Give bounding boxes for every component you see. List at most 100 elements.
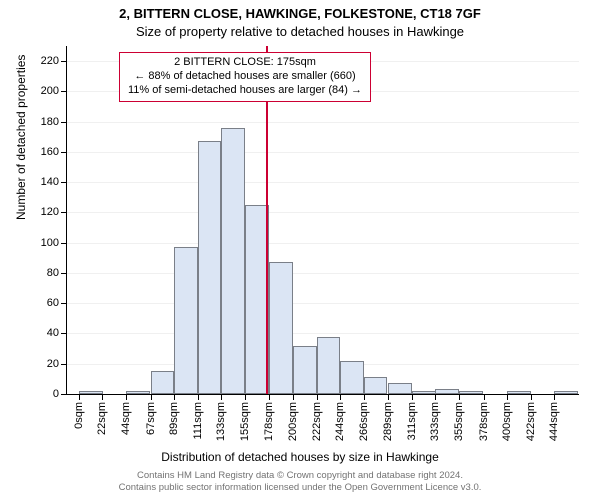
x-tick-label: 178sqm <box>263 402 275 441</box>
x-tick <box>388 394 389 400</box>
x-tick-label: 44sqm <box>120 402 132 435</box>
x-axis-title: Distribution of detached houses by size … <box>0 450 600 464</box>
x-tick <box>317 394 318 400</box>
y-tick <box>61 273 67 274</box>
y-tick <box>61 243 67 244</box>
x-tick <box>151 394 152 400</box>
x-tick-label: 22sqm <box>96 402 108 435</box>
x-tick-label: 244sqm <box>334 402 346 441</box>
x-tick-label: 311sqm <box>406 402 418 440</box>
histogram-bar <box>79 391 103 394</box>
histogram-bar <box>412 391 436 394</box>
gridline-h <box>67 273 579 274</box>
x-tick-label: 444sqm <box>548 402 560 441</box>
y-tick-label: 220 <box>41 55 59 67</box>
histogram-bar <box>507 391 531 394</box>
gridline-h <box>67 152 579 153</box>
y-tick <box>61 152 67 153</box>
histogram-bar <box>126 391 150 394</box>
x-tick-label: 422sqm <box>525 402 537 441</box>
plot-area: 0204060801001201401601802002200sqm22sqm4… <box>66 46 579 395</box>
x-tick-label: 355sqm <box>453 402 465 441</box>
x-tick <box>293 394 294 400</box>
x-tick <box>412 394 413 400</box>
histogram-bar <box>198 141 222 394</box>
x-tick-label: 222sqm <box>311 402 323 441</box>
histogram-bar <box>554 391 578 394</box>
histogram-bar <box>174 247 198 394</box>
y-tick <box>61 364 67 365</box>
x-tick <box>126 394 127 400</box>
x-tick-label: 155sqm <box>239 402 251 441</box>
y-tick-label: 60 <box>47 297 59 309</box>
x-tick <box>435 394 436 400</box>
y-tick-label: 120 <box>41 206 59 218</box>
x-tick-label: 89sqm <box>168 402 180 435</box>
x-tick <box>174 394 175 400</box>
y-tick-label: 180 <box>41 116 59 128</box>
y-tick <box>61 303 67 304</box>
y-tick-label: 140 <box>41 176 59 188</box>
y-tick <box>61 212 67 213</box>
annotation-box: 2 BITTERN CLOSE: 175sqm ← 88% of detache… <box>119 52 371 102</box>
y-axis-title: Number of detached properties <box>14 55 28 220</box>
annotation-line-2: ← 88% of detached houses are smaller (66… <box>128 70 362 84</box>
gridline-h <box>67 303 579 304</box>
x-tick <box>269 394 270 400</box>
attribution-line-1: Contains HM Land Registry data © Crown c… <box>0 470 600 482</box>
gridline-h <box>67 394 579 395</box>
gridline-h <box>67 243 579 244</box>
gridline-h <box>67 122 579 123</box>
x-tick-label: 289sqm <box>382 402 394 441</box>
chart-title-main: 2, BITTERN CLOSE, HAWKINGE, FOLKESTONE, … <box>0 6 600 21</box>
x-tick-label: 266sqm <box>358 402 370 441</box>
histogram-bar <box>317 337 341 394</box>
y-tick-label: 0 <box>53 388 59 400</box>
annotation-line-1: 2 BITTERN CLOSE: 175sqm <box>128 56 362 70</box>
histogram-bar <box>293 346 317 394</box>
x-tick-label: 67sqm <box>145 402 157 435</box>
x-tick <box>364 394 365 400</box>
x-tick <box>340 394 341 400</box>
y-tick-label: 40 <box>47 327 59 339</box>
y-tick <box>61 333 67 334</box>
histogram-bar <box>151 371 175 394</box>
attribution: Contains HM Land Registry data © Crown c… <box>0 470 600 494</box>
y-tick <box>61 91 67 92</box>
x-tick <box>102 394 103 400</box>
y-tick-label: 100 <box>41 237 59 249</box>
attribution-line-2: Contains public sector information licen… <box>0 482 600 494</box>
y-tick-label: 80 <box>47 267 59 279</box>
annotation-line-3: 11% of semi-detached houses are larger (… <box>128 84 362 98</box>
chart-title-sub: Size of property relative to detached ho… <box>0 24 600 39</box>
histogram-bar <box>221 128 245 394</box>
histogram-bar <box>269 262 293 394</box>
y-tick <box>61 61 67 62</box>
y-tick <box>61 122 67 123</box>
x-tick <box>554 394 555 400</box>
x-tick <box>245 394 246 400</box>
y-tick-label: 200 <box>41 85 59 97</box>
histogram-bar <box>459 391 483 394</box>
x-tick <box>507 394 508 400</box>
histogram-chart: 2, BITTERN CLOSE, HAWKINGE, FOLKESTONE, … <box>0 0 600 500</box>
histogram-bar <box>340 361 364 394</box>
y-tick-label: 20 <box>47 358 59 370</box>
histogram-bar <box>435 389 459 394</box>
x-tick-label: 133sqm <box>215 402 227 441</box>
y-tick-label: 160 <box>41 146 59 158</box>
x-tick-label: 400sqm <box>501 402 513 441</box>
histogram-bar <box>245 205 269 394</box>
x-tick <box>459 394 460 400</box>
x-tick <box>484 394 485 400</box>
x-tick-label: 378sqm <box>478 402 490 441</box>
histogram-bar <box>388 383 412 394</box>
x-tick-label: 200sqm <box>287 402 299 441</box>
x-tick <box>221 394 222 400</box>
x-tick <box>198 394 199 400</box>
y-tick <box>61 182 67 183</box>
x-tick-label: 111sqm <box>192 402 204 440</box>
gridline-h <box>67 212 579 213</box>
x-tick-label: 0sqm <box>73 402 85 429</box>
histogram-bar <box>364 377 388 394</box>
